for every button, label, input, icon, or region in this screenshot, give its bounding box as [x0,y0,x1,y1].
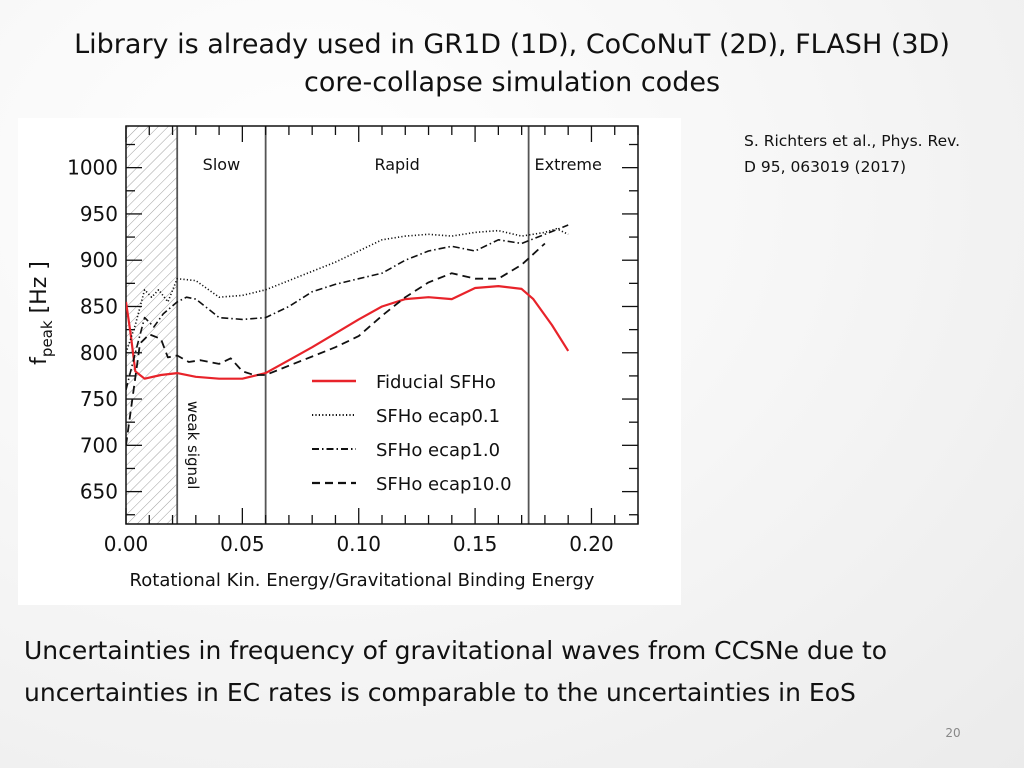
x-tick-label-1: 0.05 [220,532,265,556]
slide-title: Library is already used in GR1D (1D), Co… [0,26,1024,102]
series-line-0 [126,285,570,380]
chart-panel: weak signal Slow Rapid Extreme 650 700 750 800 8… [18,118,681,605]
legend-label-1: SFHo ecap0.1 [376,406,500,427]
slide-title-line-1: Library is already used in GR1D (1D), Co… [74,29,950,60]
region-label-slow: Slow [203,155,240,174]
page-number: 20 [945,726,961,740]
legend: Fiducial SFHo SFHo ecap0.1 SFHo ecap1.0 SFH… [312,372,512,495]
y-tick-label-4: 850 [80,294,118,318]
y-tick-label-1: 700 [80,433,118,457]
y-tick-label-5: 900 [80,248,118,272]
y-tick-label-7: 1000 [67,156,118,180]
x-tick-label-3: 0.15 [453,532,498,556]
series-group [126,224,570,446]
citation-line-2: D 95, 063019 (2017) [744,158,907,176]
legend-label-0: Fiducial SFHo [376,372,496,393]
series-line-3 [126,242,546,446]
legend-label-2: SFHo ecap1.0 [376,440,500,461]
y-tick-label-6: 950 [80,202,118,226]
y-tick-label-2: 750 [80,387,118,411]
weak-signal-hatch [126,126,178,524]
series-line-1 [126,227,569,354]
caption-line-1: Uncertainties in frequency of gravitatio… [24,636,888,665]
x-axis-label: Rotational Kin. Energy/Gravitational Bin… [130,570,595,591]
weak-signal-label: weak signal [184,401,202,490]
caption: Uncertainties in frequency of gravitatio… [24,630,1014,714]
region-label-rapid: Rapid [374,155,419,174]
slide-title-line-2: core-collapse simulation codes [303,67,721,98]
legend-label-3: SFHo ecap10.0 [376,474,512,495]
series-line-2 [126,224,569,390]
frequency-chart: weak signal Slow Rapid Extreme 650 700 750 800 8… [27,125,639,591]
x-tick-label-0: 0.00 [104,532,149,556]
citation-line-1: S. Richters et al., Phys. Rev. [744,132,961,150]
caption-line-2: uncertainties in EC rates is comparable … [24,678,856,707]
x-tick-label-4: 0.20 [569,532,614,556]
y-axis-label: fpeak [Hz ] [27,261,56,365]
citation: S. Richters et al., Phys. Rev. D 95, 063… [744,128,1014,180]
y-tick-label-3: 800 [80,341,118,365]
y-tick-label-0: 650 [80,480,118,504]
x-tick-label-2: 0.10 [336,532,381,556]
region-label-extreme: Extreme [535,155,602,174]
